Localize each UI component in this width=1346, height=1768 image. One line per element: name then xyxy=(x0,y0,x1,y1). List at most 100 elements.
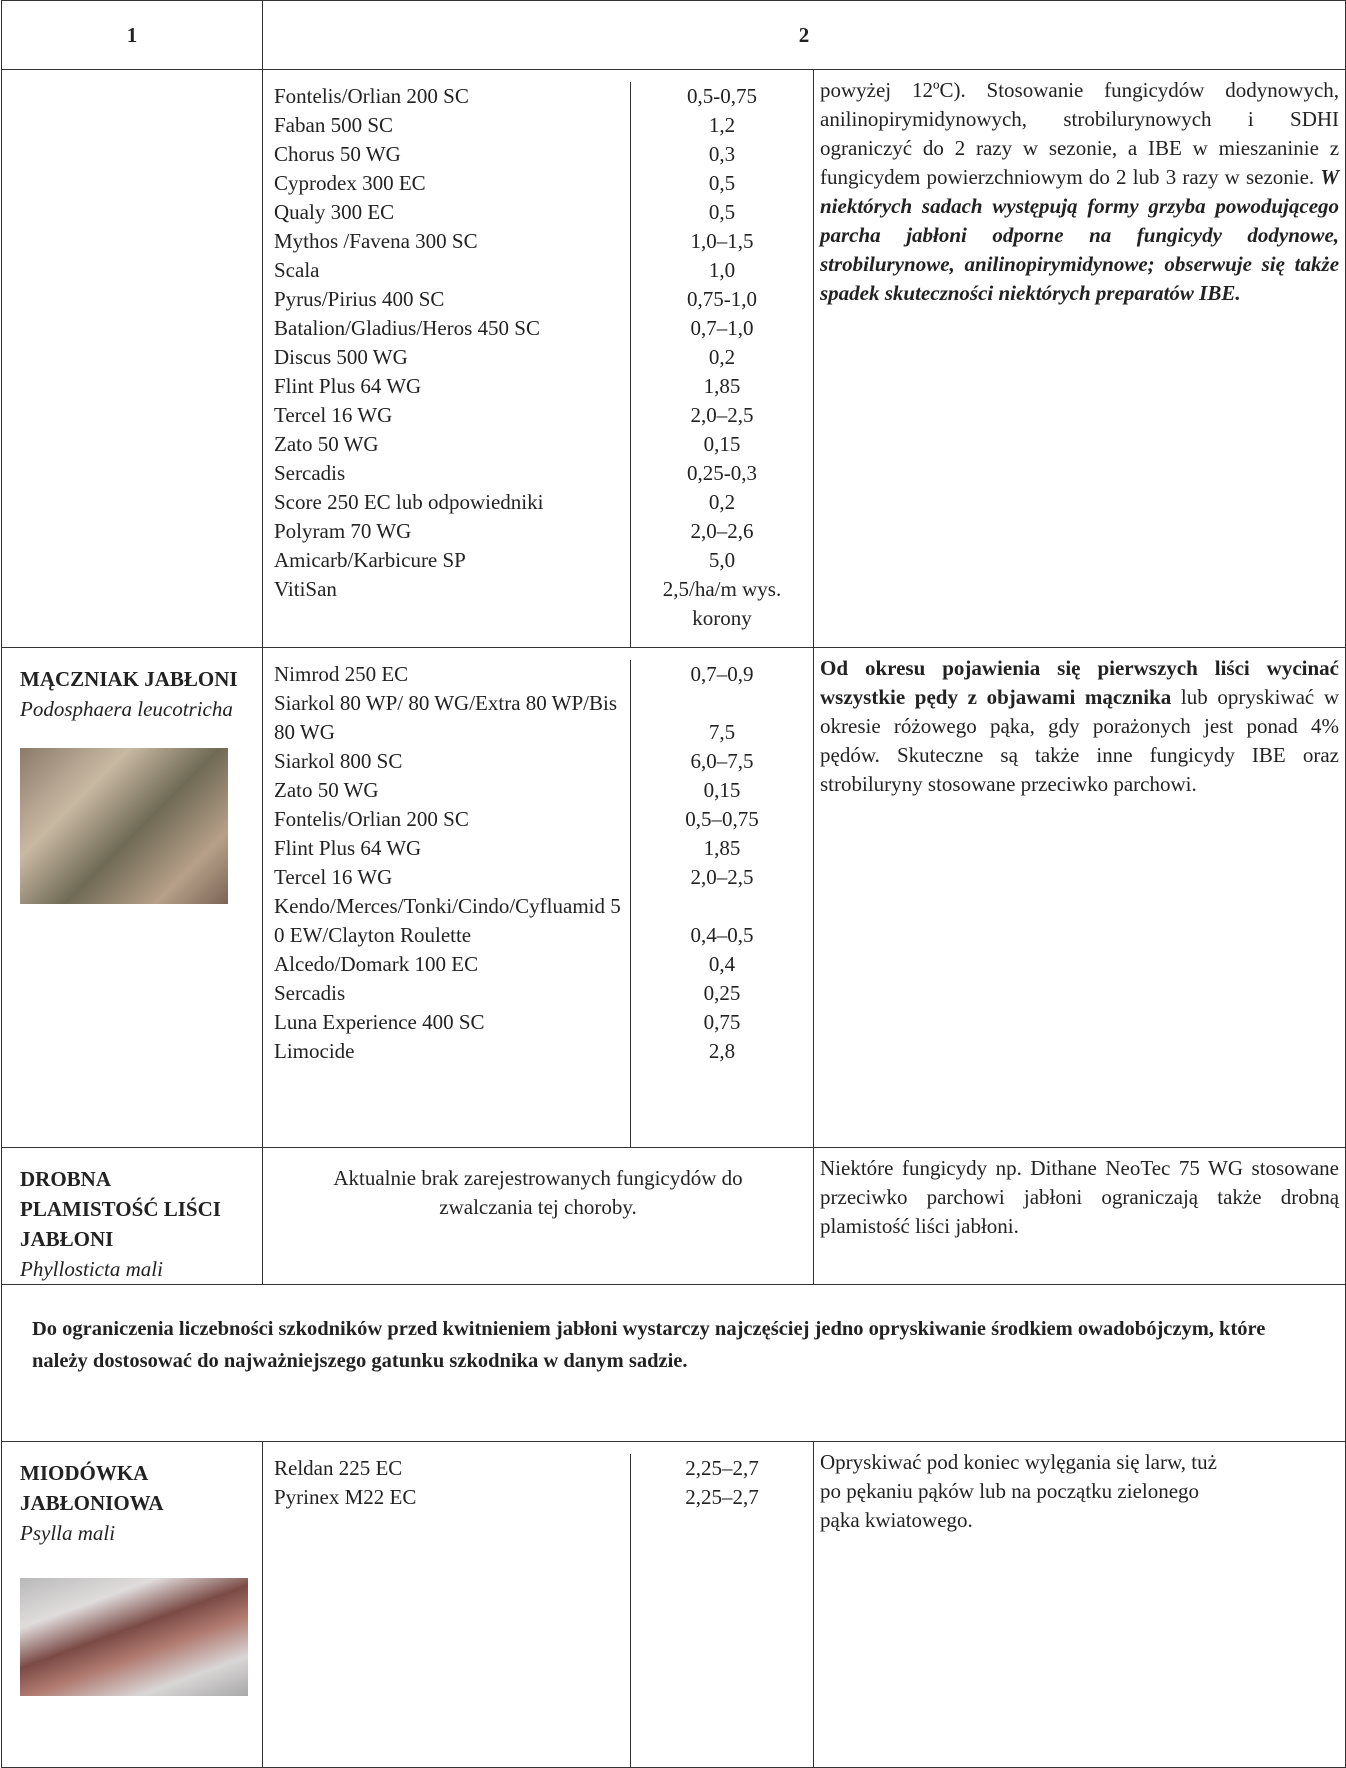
products-cell: Reldan 225 EC 2,25–2,7 Pyrinex M22 EC 2,25–… xyxy=(262,1441,814,1768)
product-dose: 2,25–2,7 xyxy=(685,1485,759,1509)
product-dose: 2,0–2,6 xyxy=(690,519,754,543)
product-dose: 0,5 xyxy=(708,200,736,224)
filler xyxy=(631,1066,814,1147)
product-dose: 1,85 xyxy=(703,374,741,398)
product-dose: 6,0–7,5 xyxy=(690,749,754,773)
product-row: Mythos /Favena 300 SC 1,0–1,5 xyxy=(263,227,813,256)
note-text: Niektóre fungicydy np. Dithane NeoTec 75… xyxy=(820,1156,1340,1238)
note-cell: powyżej 12ºC). Stosowanie fungicydów dod… xyxy=(812,69,1346,648)
product-name: Faban 500 SC xyxy=(263,111,631,140)
product-dose: 0,15 xyxy=(703,778,741,802)
product-row: Amicarb/Karbicure SP 5,0 xyxy=(263,546,813,575)
filler xyxy=(631,1512,814,1767)
product-dose: 0,3 xyxy=(708,142,736,166)
product-name: Chorus 50 WG xyxy=(263,140,631,169)
disease-name: MIODÓWKA JABŁONIOWA xyxy=(20,1461,164,1515)
statement: Do ograniczenia liczebności szkodników p… xyxy=(0,1284,1346,1442)
product-name: Score 250 EC lub odpowiedniki xyxy=(263,488,631,517)
product-list: Nimrod 250 EC 0,7–0,9 Siarkol 80 WP/ 80 WG… xyxy=(263,660,813,1147)
product-rows: Reldan 225 EC 2,25–2,7 Pyrinex M22 EC 2,25–… xyxy=(263,1454,813,1767)
product-row: Cyprodex 300 EC 0,5 xyxy=(263,169,813,198)
header-cell: 2 xyxy=(261,0,1346,70)
product-dose: 0,5-0,75 xyxy=(687,84,757,108)
row: DROBNA PLAMISTOŚĆ LIŚCI JABŁONI Phyllost… xyxy=(1,1147,1346,1285)
product-name: Siarkol 80 WP/ 80 WG/Extra 80 WP/Bis 80 … xyxy=(263,689,631,747)
product-row: Siarkol 80 WP/ 80 WG/Extra 80 WP/Bis 80 … xyxy=(263,689,813,747)
product-row: Pyrus/Pirius 400 SC 0,75-1,0 xyxy=(263,285,813,314)
product-row: Flint Plus 64 WG 1,85 xyxy=(263,372,813,401)
product-name: Cyprodex 300 EC xyxy=(263,169,631,198)
product-row: Luna Experience 400 SC 0,75 xyxy=(263,1008,813,1037)
note-emphasis: W niektórych sadach występują formy grzy… xyxy=(820,165,1340,305)
note-text: lub opryskiwać w okresie różowego pąka, … xyxy=(820,685,1340,796)
filler xyxy=(263,633,631,647)
note-emphasis: Od okresu pojawienia się pierwszych liśc… xyxy=(820,656,1340,709)
product-name: Sercadis xyxy=(263,979,631,1008)
product-name: Pyrus/Pirius 400 SC xyxy=(263,285,631,314)
product-name: Zato 50 WG xyxy=(263,776,631,805)
product-dose: 0,75 xyxy=(703,1010,741,1034)
product-row: Scala 1,0 xyxy=(263,256,813,285)
product-row: Fontelis/Orlian 200 SC 0,5–0,75 xyxy=(263,805,813,834)
product-dose: 0,25-0,3 xyxy=(687,461,757,485)
product-row: Zato 50 WG 0,15 xyxy=(263,430,813,459)
name-cell: DROBNA PLAMISTOŚĆ LIŚCI JABŁONI Phyllost… xyxy=(1,1147,263,1285)
photo xyxy=(20,1578,248,1696)
product-name: Reldan 225 EC xyxy=(263,1454,631,1483)
latin-name: Psylla mali xyxy=(20,1521,116,1545)
product-name: Alcedo/Domark 100 EC xyxy=(263,950,631,979)
product-rows: Nimrod 250 EC 0,7–0,9 Siarkol 80 WP/ 80 WG… xyxy=(263,660,813,1147)
product-dose: 2,8 xyxy=(708,1039,736,1063)
product-dose: 2,25–2,7 xyxy=(685,1456,759,1480)
no-products-text: Aktualnie brak zarejestrowanych fungicyd… xyxy=(333,1166,743,1219)
product-dose: 0,7–0,9 xyxy=(690,662,754,686)
filler xyxy=(263,1512,631,1767)
product-row: Chorus 50 WG 0,3 xyxy=(263,140,813,169)
disease-name: DROBNA PLAMISTOŚĆ LIŚCI JABŁONI xyxy=(20,1167,221,1251)
product-dose: 0,4 xyxy=(708,952,736,976)
product-dose: 2,5/ha/m wys. korony xyxy=(662,577,782,630)
filler xyxy=(631,633,814,647)
filler-row xyxy=(263,633,813,647)
product-list: Fontelis/Orlian 200 SC 0,5-0,75 Faban 500 … xyxy=(263,82,813,647)
product-row: Score 250 EC lub odpowiedniki 0,2 xyxy=(263,488,813,517)
product-name: Kendo/Merces/Tonki/Cindo/Cyfluamid 50 EW… xyxy=(263,892,631,950)
product-dose: 1,0–1,5 xyxy=(690,229,754,253)
product-row: Kendo/Merces/Tonki/Cindo/Cyfluamid 50 EW… xyxy=(263,892,813,950)
product-dose: 0,25 xyxy=(703,981,741,1005)
product-dose: 0,5–0,75 xyxy=(685,807,759,831)
header-row: 1 2 xyxy=(1,0,1346,70)
product-dose: 2,0–2,5 xyxy=(690,403,754,427)
product-row: Polyram 70 WG 2,0–2,6 xyxy=(263,517,813,546)
product-dose: 5,0 xyxy=(708,548,736,572)
note-cell: Niektóre fungicydy np. Dithane NeoTec 75… xyxy=(812,1147,1346,1285)
filler-row xyxy=(263,1066,813,1147)
product-rows: Fontelis/Orlian 200 SC 0,5-0,75 Faban 500 … xyxy=(263,82,813,647)
note-cell: Opryskiwać pod koniec wylęgania się larw… xyxy=(812,1441,1346,1768)
products-cell: Aktualnie brak zarejestrowanych fungicyd… xyxy=(262,1147,814,1285)
product-dose: 7,5 xyxy=(708,720,736,744)
product-name: Limocide xyxy=(263,1037,631,1066)
header-cell: 1 xyxy=(1,0,263,70)
product-row: Fontelis/Orlian 200 SC 0,5-0,75 xyxy=(263,82,813,111)
product-dose: 1,2 xyxy=(708,113,736,137)
product-row: Limocide 2,8 xyxy=(263,1037,813,1066)
product-name: Batalion/Gladius/Heros 450 SC xyxy=(263,314,631,343)
product-dose: 0,4–0,5 xyxy=(690,923,754,947)
disease-name: MĄCZNIAK JABŁONI xyxy=(20,667,238,691)
product-name: Zato 50 WG xyxy=(263,430,631,459)
product-row: Sercadis 0,25-0,3 xyxy=(263,459,813,488)
product-row: Tercel 16 WG 2,0–2,5 xyxy=(263,863,813,892)
row: MIODÓWKA JABŁONIOWA Psylla mali Reldan 2… xyxy=(1,1441,1346,1768)
product-name: Nimrod 250 EC xyxy=(263,660,631,689)
product-name: Polyram 70 WG xyxy=(263,517,631,546)
photo xyxy=(20,748,228,904)
product-name: Amicarb/Karbicure SP xyxy=(263,546,631,575)
name-cell: MĄCZNIAK JABŁONI Podosphaera leucotricha xyxy=(1,647,263,1148)
filler-row xyxy=(263,1512,813,1767)
product-row: Tercel 16 WG 2,0–2,5 xyxy=(263,401,813,430)
product-row: Sercadis 0,25 xyxy=(263,979,813,1008)
filler xyxy=(263,1066,631,1147)
product-row: Zato 50 WG 0,15 xyxy=(263,776,813,805)
